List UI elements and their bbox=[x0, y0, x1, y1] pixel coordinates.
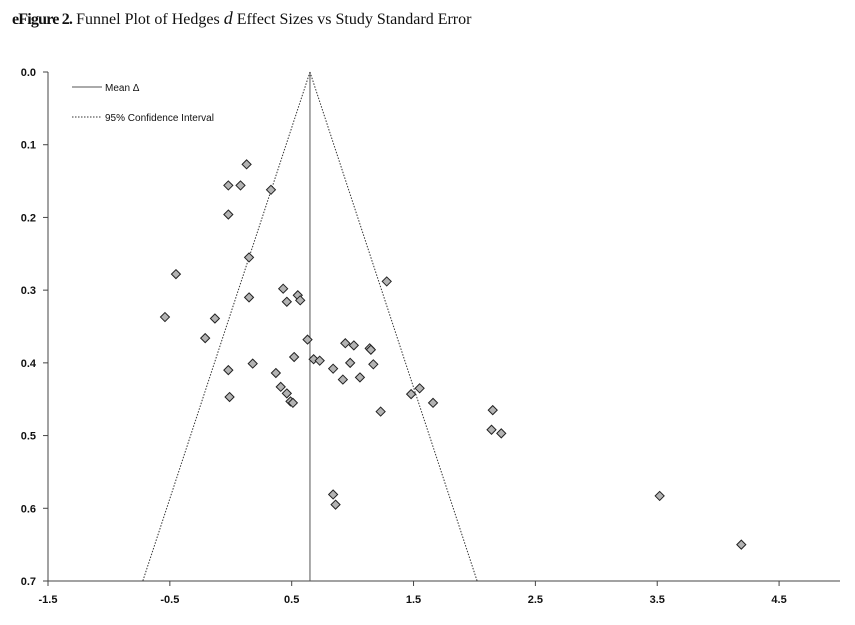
data-point bbox=[365, 344, 377, 355]
legend-mean-label: Mean Δ bbox=[105, 83, 140, 94]
data-point bbox=[223, 364, 234, 376]
data-point bbox=[327, 489, 339, 500]
y-tick-label: 0.2 bbox=[21, 212, 36, 224]
data-point bbox=[337, 374, 349, 385]
title-symbol: d bbox=[223, 8, 233, 28]
y-tick-label: 0.6 bbox=[21, 503, 36, 515]
y-tick-label: 0.0 bbox=[21, 67, 36, 79]
data-point bbox=[486, 424, 497, 435]
data-point bbox=[405, 388, 417, 400]
x-tick-label: -0.5 bbox=[160, 594, 179, 606]
title-text-post: Effect Sizes vs Study Standard Error bbox=[236, 11, 472, 28]
chart-title: eFigure 2. Funnel Plot of Hedges d Effec… bbox=[12, 8, 471, 29]
data-point bbox=[314, 355, 325, 366]
x-tick-label: 0.5 bbox=[284, 594, 299, 606]
y-tick-label: 0.1 bbox=[21, 140, 36, 152]
y-tick-label: 0.5 bbox=[21, 431, 36, 443]
data-point bbox=[243, 292, 255, 303]
data-point bbox=[344, 357, 356, 369]
y-tick-label: 0.3 bbox=[21, 285, 36, 297]
data-point bbox=[223, 209, 234, 220]
data-point bbox=[327, 363, 339, 374]
figure-label: eFigure 2. bbox=[12, 11, 73, 28]
ci-left-line bbox=[142, 71, 311, 582]
data-point bbox=[295, 295, 306, 306]
legend-ci-label: 95% Confidence Interval bbox=[105, 113, 214, 124]
data-point bbox=[170, 268, 182, 280]
data-point bbox=[235, 180, 246, 191]
data-point bbox=[340, 338, 351, 349]
y-tick-label: 0.4 bbox=[21, 358, 37, 370]
x-tick-label: 1.5 bbox=[406, 594, 421, 606]
data-point bbox=[287, 397, 299, 409]
data-point bbox=[270, 367, 282, 379]
data-point bbox=[427, 397, 439, 409]
data-point bbox=[247, 358, 258, 369]
data-point bbox=[275, 381, 286, 393]
data-point bbox=[487, 404, 498, 416]
data-point bbox=[281, 296, 293, 307]
data-point bbox=[381, 276, 392, 287]
data-point bbox=[368, 359, 379, 370]
data-point bbox=[199, 332, 211, 344]
data-point bbox=[224, 391, 235, 403]
data-point bbox=[281, 388, 293, 399]
data-point bbox=[330, 499, 341, 510]
data-point bbox=[265, 184, 277, 196]
data-point bbox=[354, 372, 366, 383]
y-tick-label: 0.7 bbox=[21, 576, 36, 588]
data-point bbox=[654, 490, 665, 502]
x-tick-label: -1.5 bbox=[39, 594, 58, 606]
data-point bbox=[375, 406, 386, 417]
data-point bbox=[496, 428, 507, 439]
data-point bbox=[277, 283, 289, 294]
x-tick-label: 3.5 bbox=[650, 594, 665, 606]
data-point bbox=[243, 252, 255, 263]
title-text-pre: Funnel Plot of Hedges bbox=[76, 11, 220, 28]
data-point bbox=[223, 180, 234, 191]
data-point bbox=[159, 311, 171, 323]
ci-right-line bbox=[309, 71, 478, 582]
data-point bbox=[288, 351, 300, 363]
data-point bbox=[736, 539, 747, 550]
data-point bbox=[302, 334, 313, 345]
data-point bbox=[348, 340, 360, 351]
data-point bbox=[241, 159, 252, 170]
data-point bbox=[209, 313, 221, 324]
x-tick-label: 2.5 bbox=[528, 594, 543, 606]
x-tick-label: 4.5 bbox=[771, 594, 786, 606]
data-point bbox=[414, 383, 425, 394]
